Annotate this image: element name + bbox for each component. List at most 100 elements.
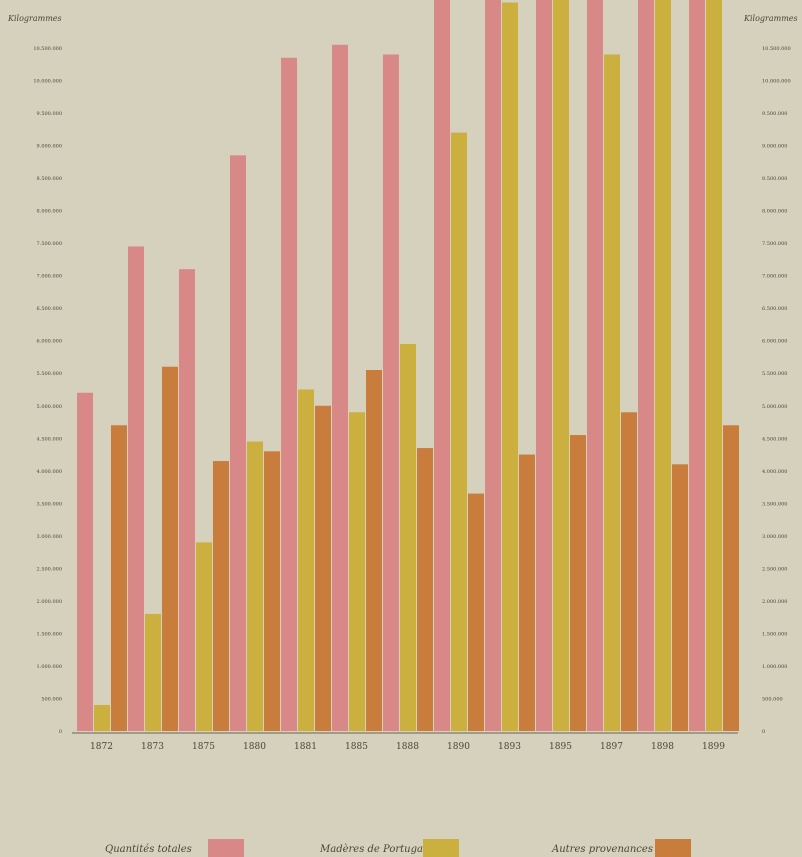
bar: [213, 461, 229, 731]
x-tick-label: 1873: [141, 742, 164, 752]
y-tick-label-right: 9.500.000: [762, 111, 787, 117]
bar: [196, 542, 212, 731]
x-tick-label: 1897: [600, 742, 623, 752]
bar: [587, 0, 603, 731]
y-tick-label-right: 3.500.000: [762, 501, 787, 507]
bar: [502, 2, 518, 731]
y-tick-label-right: 10.500.000: [762, 46, 791, 52]
legend-swatch: [655, 839, 691, 857]
y-axis-unit-left: Kilogrammes: [7, 14, 62, 23]
y-tick-label-right: 3.000.000: [762, 534, 787, 540]
bar: [94, 704, 110, 731]
y-tick-label-left: 5.500.000: [37, 371, 62, 377]
y-tick-label-left: 4.500.000: [37, 436, 62, 442]
y-tick-label-left: 7.500.000: [37, 241, 62, 247]
y-tick-label-left: 2.000.000: [37, 599, 62, 605]
y-tick-label-right: 2.500.000: [762, 566, 787, 572]
legend-label: Madères de Portugal: [319, 844, 426, 855]
bar: [349, 412, 365, 731]
bar: [434, 0, 450, 731]
x-tick-label: 1872: [90, 742, 113, 752]
y-tick-label-left: 0: [59, 729, 62, 735]
y-tick-label-left: 7.000.000: [37, 274, 62, 280]
x-tick-label: 1893: [498, 742, 521, 752]
y-tick-label-left: 2.500.000: [37, 566, 62, 572]
y-tick-label-left: 3.000.000: [37, 534, 62, 540]
x-tick-label: 1890: [447, 742, 470, 752]
x-tick-label: 1875: [192, 742, 215, 752]
y-tick-label-right: 7.500.000: [762, 241, 787, 247]
y-tick-label-left: 4.000.000: [37, 469, 62, 475]
bar: [417, 448, 433, 731]
y-tick-label-left: 8.500.000: [37, 176, 62, 182]
bar: [128, 246, 144, 731]
y-tick-label-right: 8.000.000: [762, 209, 787, 215]
y-tick-label-left: 6.000.000: [37, 339, 62, 345]
x-tick-label: 1898: [651, 742, 674, 752]
y-tick-label-right: 1.000.000: [762, 664, 787, 670]
y-tick-label-right: 6.000.000: [762, 339, 787, 345]
bar: [706, 0, 722, 732]
y-axis-right: 0 500.000 1.000.000 1.500.000 2.000.000 2.500…: [762, 46, 791, 735]
bar: [604, 54, 620, 731]
legend-swatch: [423, 839, 459, 857]
y-tick-label-right: 9.000.000: [762, 144, 787, 150]
x-axis: 1872 1873 1875 1880 1881 1885 1888 1890 1893 1895…: [90, 742, 725, 752]
bar: [162, 366, 178, 731]
bar: [111, 425, 127, 731]
y-tick-label-right: 4.000.000: [762, 469, 787, 475]
bar: [77, 392, 93, 731]
bar: [655, 0, 671, 731]
y-tick-label-left: 10.500.000: [33, 46, 62, 52]
y-tick-label-left: 9.000.000: [37, 144, 62, 150]
y-axis-left: 0 500.000 1.000.000 1.500.000 2.000.000 2.500…: [33, 46, 62, 735]
bar: [570, 435, 586, 731]
bar: [247, 441, 263, 731]
legend-swatch: [208, 839, 244, 857]
legend: Quantités totales Madères de Portugal Autr…: [105, 839, 691, 857]
bar: [519, 454, 535, 731]
y-tick-label-right: 6.500.000: [762, 306, 787, 312]
bar: [468, 493, 484, 731]
y-tick-label-left: 5.000.000: [37, 404, 62, 410]
bar: [451, 132, 467, 732]
bar: [145, 613, 161, 731]
bar: [553, 0, 569, 731]
y-tick-label-right: 4.500.000: [762, 436, 787, 442]
y-tick-label-right: 7.000.000: [762, 274, 787, 280]
legend-label: Quantités totales: [105, 844, 192, 855]
y-tick-label-right: 5.500.000: [762, 371, 787, 377]
y-tick-label-left: 10.000.000: [33, 79, 62, 85]
y-tick-label-right: 500.000: [762, 696, 783, 702]
x-tick-label: 1881: [294, 742, 317, 752]
bar: [723, 425, 739, 731]
bar: [400, 343, 416, 731]
bar: [264, 451, 280, 731]
y-tick-label-left: 1.500.000: [37, 631, 62, 637]
bar: [179, 269, 195, 731]
bar: [315, 405, 331, 731]
y-tick-label-left: 3.500.000: [37, 501, 62, 507]
bar: [621, 412, 637, 731]
bar: [366, 369, 382, 731]
y-tick-label-left: 9.500.000: [37, 111, 62, 117]
bar-series-group: [77, 0, 739, 732]
y-tick-label-right: 5.000.000: [762, 404, 787, 410]
bar: [383, 54, 399, 731]
y-tick-label-right: 8.500.000: [762, 176, 787, 182]
y-tick-label-left: 8.000.000: [37, 209, 62, 215]
bar: [281, 57, 297, 731]
bar: [485, 0, 501, 731]
bar: [689, 0, 705, 731]
y-tick-label-right: 1.500.000: [762, 631, 787, 637]
bar: [638, 0, 654, 731]
bar: [298, 389, 314, 731]
x-tick-label: 1895: [549, 742, 572, 752]
y-tick-label-left: 6.500.000: [37, 306, 62, 312]
bar: [536, 0, 552, 731]
y-tick-label-left: 1.000.000: [37, 664, 62, 670]
x-tick-label: 1885: [345, 742, 368, 752]
x-tick-label: 1888: [396, 742, 419, 752]
x-tick-label: 1880: [243, 742, 266, 752]
